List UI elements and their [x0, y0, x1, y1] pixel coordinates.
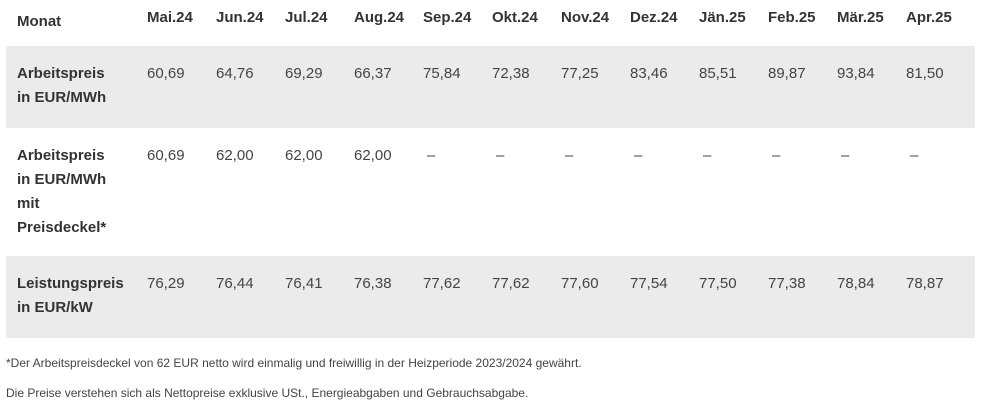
table-cell: –: [772, 147, 781, 164]
price-table: Monat Mai.24 Jun.24 Jul.24 Aug.24 Sep.24…: [6, 0, 975, 338]
row-label-line: in EUR/kW: [17, 299, 93, 316]
table-cell: 77,50: [699, 275, 737, 292]
table-cell: 76,38: [354, 275, 392, 292]
table-cell: –: [910, 147, 919, 164]
row-label-line: Preisdeckel*: [17, 219, 107, 236]
row-label-line: Arbeitspreis: [17, 65, 105, 82]
table-cell: –: [427, 147, 436, 164]
table-cell: 77,62: [423, 275, 461, 292]
table-row-leistungspreis: Leistungspreis in EUR/kW 76,29 76,44 76,…: [6, 256, 975, 338]
month-header: Aug.24: [354, 9, 405, 26]
table-cell: 66,37: [354, 65, 392, 82]
table-cell: 81,50: [906, 65, 944, 82]
table-cell: 85,51: [699, 65, 737, 82]
footnote-net-prices: Die Preise verstehen sich als Nettopreis…: [6, 386, 529, 400]
month-header: Nov.24: [561, 9, 610, 26]
table-cell: –: [634, 147, 643, 164]
table-row-arbeitspreis-preisdeckel: Arbeitspreis in EUR/MWh mit Preisdeckel*…: [6, 128, 975, 256]
row-label: Leistungspreis in EUR/kW: [6, 256, 147, 338]
table-cell: 72,38: [492, 65, 530, 82]
row-label: Arbeitspreis in EUR/MWh: [6, 46, 147, 128]
row-label-line: in EUR/MWh: [17, 171, 107, 188]
table-cell: 78,84: [837, 275, 875, 292]
table-cell: 60,69: [147, 65, 185, 82]
table-row-arbeitspreis: Arbeitspreis in EUR/MWh 60,69 64,76 69,2…: [6, 46, 975, 128]
table-cell: 89,87: [768, 65, 806, 82]
header-month-label: Monat: [17, 13, 62, 30]
table-cell: –: [496, 147, 505, 164]
row-label-line: Leistungspreis: [17, 275, 124, 292]
row-label-line: Arbeitspreis: [17, 147, 105, 164]
table-cell: 77,25: [561, 65, 599, 82]
month-header: Apr.25: [906, 9, 952, 26]
month-header: Jun.24: [216, 9, 264, 26]
table-cell: 78,87: [906, 275, 944, 292]
table-header-row: Monat Mai.24 Jun.24 Jul.24 Aug.24 Sep.24…: [6, 0, 975, 46]
table-cell: 62,00: [216, 147, 254, 164]
month-header: Feb.25: [768, 9, 816, 26]
table-cell: 77,54: [630, 275, 668, 292]
table-cell: –: [841, 147, 850, 164]
month-header: Jul.24: [285, 9, 328, 26]
table-cell: 93,84: [837, 65, 875, 82]
month-header: Mär.25: [837, 9, 884, 26]
row-label-line: in EUR/MWh: [17, 89, 107, 106]
month-header: Jän.25: [699, 9, 746, 26]
table-cell: 62,00: [354, 147, 392, 164]
table-cell: 77,60: [561, 275, 599, 292]
table-cell: 77,38: [768, 275, 806, 292]
table-cell: 60,69: [147, 147, 185, 164]
table-cell: 76,29: [147, 275, 185, 292]
table-cell: 76,41: [285, 275, 323, 292]
table-cell: –: [565, 147, 574, 164]
month-header: Mai.24: [147, 9, 193, 26]
table-cell: 83,46: [630, 65, 668, 82]
table-cell: –: [703, 147, 712, 164]
table-cell: 69,29: [285, 65, 323, 82]
footnotes: *Der Arbeitspreisdeckel von 62 EUR netto…: [6, 354, 582, 414]
table-cell: 77,62: [492, 275, 530, 292]
month-header: Sep.24: [423, 9, 472, 26]
footnote-preisdeckel: *Der Arbeitspreisdeckel von 62 EUR netto…: [6, 356, 582, 370]
month-header: Dez.24: [630, 9, 678, 26]
price-table-container: Monat Mai.24 Jun.24 Jul.24 Aug.24 Sep.24…: [6, 0, 975, 338]
row-label: Arbeitspreis in EUR/MWh mit Preisdeckel*: [6, 128, 147, 256]
table-cell: 64,76: [216, 65, 254, 82]
table-cell: 75,84: [423, 65, 461, 82]
table-cell: 62,00: [285, 147, 323, 164]
row-label-line: mit: [17, 195, 40, 212]
month-header: Okt.24: [492, 9, 538, 26]
table-cell: 76,44: [216, 275, 254, 292]
